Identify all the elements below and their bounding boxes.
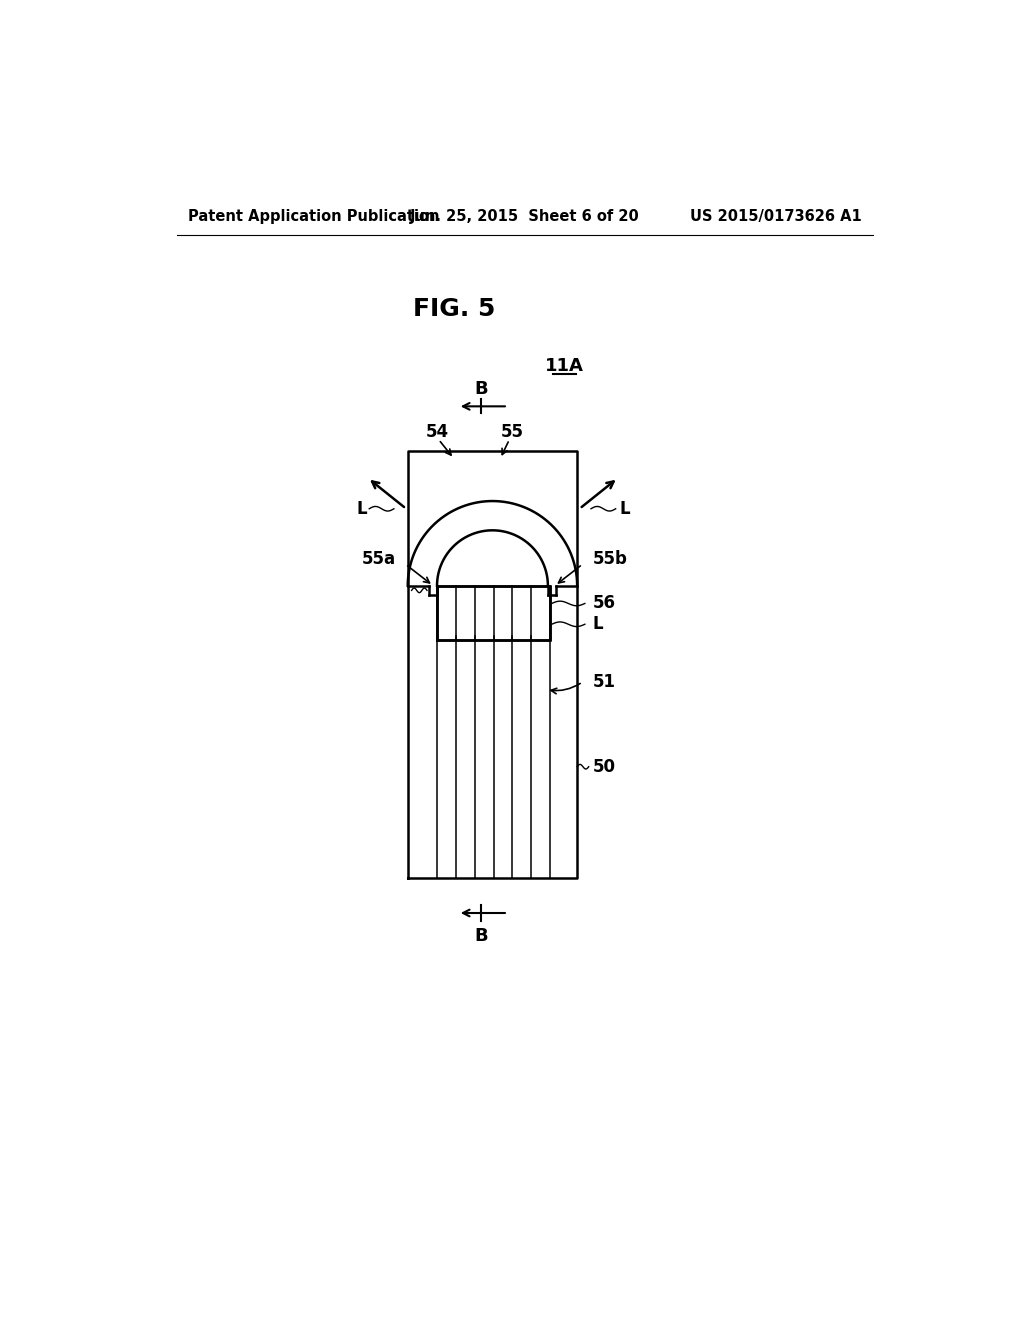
Text: FIG. 5: FIG. 5: [413, 297, 496, 321]
Text: 51: 51: [593, 673, 615, 690]
Text: L: L: [356, 500, 367, 517]
Text: 55: 55: [501, 422, 524, 441]
Text: 50: 50: [593, 758, 615, 776]
Text: 55a: 55a: [361, 550, 395, 568]
Polygon shape: [437, 586, 550, 640]
Text: 54: 54: [425, 422, 449, 441]
Text: B: B: [474, 927, 487, 945]
Text: L: L: [593, 615, 603, 634]
Text: 55b: 55b: [593, 550, 628, 568]
Text: US 2015/0173626 A1: US 2015/0173626 A1: [690, 209, 862, 223]
Text: Patent Application Publication: Patent Application Publication: [188, 209, 440, 223]
Text: L: L: [620, 500, 630, 517]
Text: 56: 56: [593, 594, 615, 612]
Text: B: B: [474, 380, 487, 399]
Text: 11A: 11A: [545, 358, 584, 375]
Text: Jun. 25, 2015  Sheet 6 of 20: Jun. 25, 2015 Sheet 6 of 20: [410, 209, 640, 223]
